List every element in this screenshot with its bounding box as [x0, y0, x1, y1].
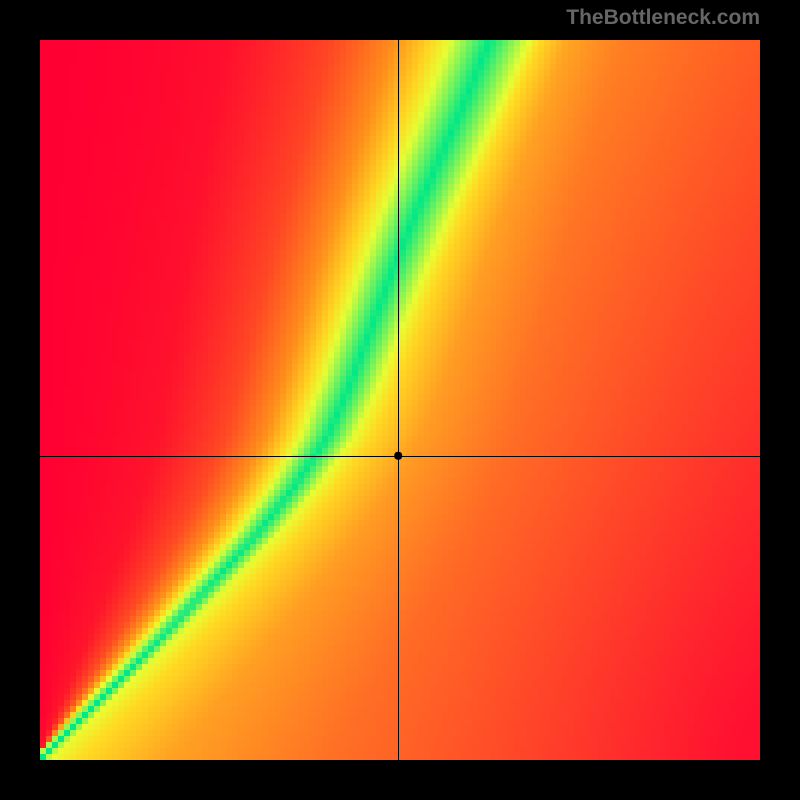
chart-container: { "watermark": { "text": "TheBottleneck.… [0, 0, 800, 800]
crosshair-overlay [40, 40, 760, 760]
watermark-text: TheBottleneck.com [566, 6, 760, 30]
